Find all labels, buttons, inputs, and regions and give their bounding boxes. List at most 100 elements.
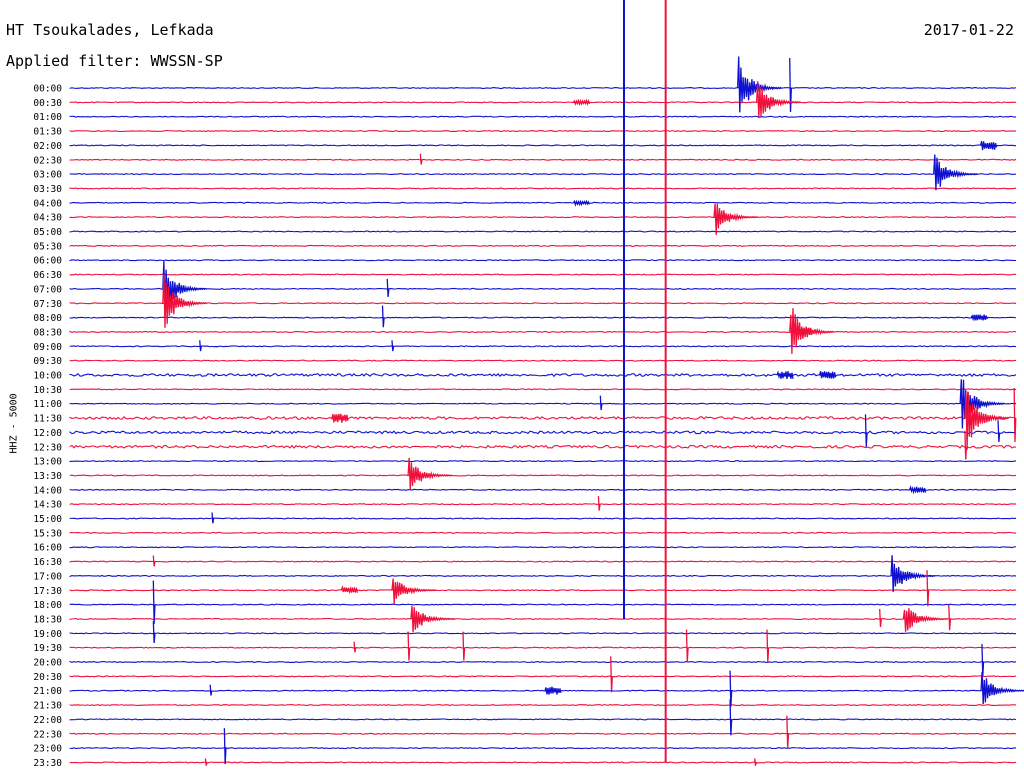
seismic-event <box>152 555 156 567</box>
trace-row-08:30 <box>69 330 1017 333</box>
row-time-label: 23:30 <box>33 758 62 769</box>
seismic-event <box>381 305 385 328</box>
trace-row-06:00 <box>69 259 1017 262</box>
seismic-event <box>419 153 423 165</box>
trace-row-01:30 <box>69 130 1017 133</box>
row-time-label: 13:00 <box>33 457 62 468</box>
row-time-label: 22:30 <box>33 729 62 740</box>
trace-row-16:00 <box>69 546 1017 549</box>
trace-row-17:00 <box>69 574 1017 578</box>
row-time-label: 12:30 <box>33 442 62 453</box>
trace-row-04:00 <box>69 201 1017 204</box>
seismic-event <box>152 580 156 624</box>
row-time-label: 01:00 <box>33 112 62 123</box>
seismic-event <box>162 274 208 328</box>
trace-row-18:30 <box>69 617 1017 621</box>
trace-row-07:00 <box>69 287 1017 290</box>
seismic-event <box>223 728 227 765</box>
row-time-label: 02:30 <box>33 155 62 166</box>
trace-row-05:00 <box>69 230 1017 233</box>
trace-row-13:00 <box>69 460 1017 463</box>
row-time-label: 00:00 <box>33 84 62 95</box>
trace-row-11:00 <box>69 402 1017 405</box>
seismic-event <box>353 641 357 653</box>
seismic-event <box>786 715 790 749</box>
row-time-label: 09:30 <box>33 356 62 367</box>
row-time-label: 01:30 <box>33 127 62 138</box>
seismic-event <box>391 340 395 352</box>
seismic-event <box>572 98 590 107</box>
station-title: HT Tsoukalades, Lefkada <box>6 21 214 39</box>
seismic-event <box>997 420 1001 443</box>
seismic-event <box>926 570 930 607</box>
trace-row-18:00 <box>69 603 1017 606</box>
trace-row-01:00 <box>69 115 1017 118</box>
seismic-event <box>729 699 733 736</box>
trace-row-20:00 <box>69 660 1017 664</box>
row-time-label: 20:30 <box>33 672 62 683</box>
row-time-label: 21:30 <box>33 701 62 712</box>
seismic-event <box>199 340 202 352</box>
row-time-label: 04:00 <box>33 198 62 209</box>
row-time-label: 18:30 <box>33 614 62 625</box>
trace-row-04:30 <box>69 216 1017 219</box>
seismic-event <box>864 414 868 447</box>
row-time-label: 13:30 <box>33 471 62 482</box>
seismic-event <box>407 631 411 661</box>
seismic-event <box>979 140 998 151</box>
trace-row-23:30 <box>69 761 1017 764</box>
row-time-label: 12:00 <box>33 428 62 439</box>
seismic-event <box>890 555 936 592</box>
row-time-label: 03:00 <box>33 170 62 181</box>
trace-row-10:00 <box>69 372 1017 378</box>
seismic-event <box>766 629 770 663</box>
row-time-label: 18:00 <box>33 600 62 611</box>
seismic-event <box>948 604 952 631</box>
row-time-label: 19:30 <box>33 643 62 654</box>
trace-row-17:30 <box>69 589 1017 592</box>
seismic-event <box>902 608 948 632</box>
row-time-label: 08:30 <box>33 327 62 338</box>
seismic-event <box>410 605 456 633</box>
trace-row-21:30 <box>69 704 1017 707</box>
seismic-event <box>209 684 213 696</box>
trace-row-22:30 <box>69 732 1017 735</box>
trace-row-08:00 <box>69 316 1017 319</box>
trace-row-15:00 <box>69 517 1017 520</box>
row-time-label: 06:30 <box>33 270 62 281</box>
row-time-label: 17:00 <box>33 571 62 582</box>
seismic-event <box>340 585 359 595</box>
seismic-event <box>572 199 590 207</box>
trace-row-14:30 <box>69 503 1017 506</box>
seismic-event <box>964 430 968 460</box>
trace-row-09:00 <box>69 345 1017 348</box>
seismic-event <box>789 57 792 113</box>
trace-row-11:30 <box>69 415 1017 421</box>
row-time-label: 15:30 <box>33 528 62 539</box>
seismic-event <box>599 395 603 411</box>
trace-row-19:30 <box>69 646 1017 649</box>
seismic-event <box>981 643 985 677</box>
seismic-event <box>331 413 349 423</box>
trace-row-13:30 <box>69 474 1017 477</box>
row-time-label: 23:00 <box>33 744 62 755</box>
seismic-event <box>713 203 759 236</box>
trace-row-23:00 <box>69 747 1017 750</box>
seismic-event <box>818 371 837 379</box>
seismic-event <box>610 656 613 693</box>
trace-row-03:00 <box>69 173 1017 176</box>
seismic-event <box>789 308 835 354</box>
seismic-event <box>152 621 156 643</box>
seismic-event <box>1013 388 1017 443</box>
trace-row-03:30 <box>69 187 1017 190</box>
row-time-label: 10:00 <box>33 371 62 382</box>
trace-row-02:00 <box>69 144 1017 147</box>
seismic-event <box>386 278 390 297</box>
row-time-label: 05:00 <box>33 227 62 238</box>
date-label: 2017-01-22 <box>923 21 1014 39</box>
seismic-event <box>407 457 453 490</box>
seismic-event <box>980 671 1024 705</box>
row-time-label: 09:00 <box>33 342 62 353</box>
seismic-event <box>776 370 794 380</box>
